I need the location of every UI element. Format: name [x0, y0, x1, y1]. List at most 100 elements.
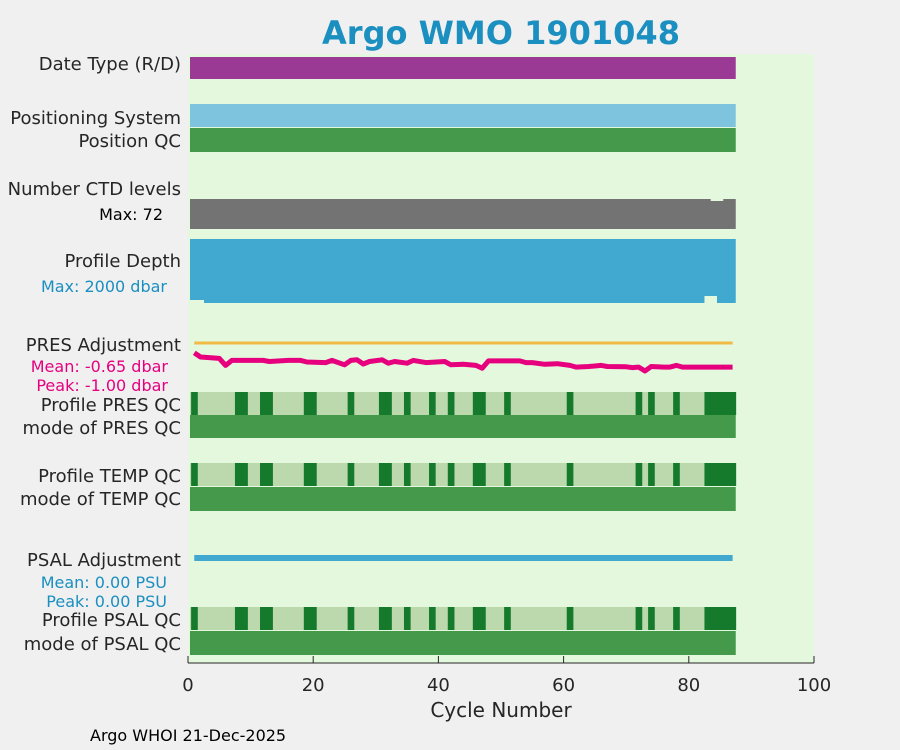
profile-temp-qc-cycle-84 [710, 463, 718, 486]
profile-temp-qc-cycle-12 [259, 463, 267, 486]
row-label-profile-depth: Profile Depth [64, 251, 181, 272]
profile-temp-qc-cycle-31 [378, 463, 386, 486]
x-tick-label-60: 60 [552, 675, 575, 696]
profile-psal-qc-cycle-47 [479, 607, 486, 630]
profile-psal-qc-strip [190, 607, 736, 630]
profile-pres-qc-cycle-46 [472, 392, 480, 415]
position-qc-bar [190, 128, 736, 152]
row-label-profile-psal-qc: Profile PSAL QC [42, 610, 181, 631]
profile-pres-qc-cycle-42 [447, 392, 455, 415]
ctd-levels-bar [190, 199, 736, 229]
mode-pres-qc-bar [190, 415, 736, 438]
row-label-profile-temp-qc: Profile TEMP QC [38, 466, 181, 487]
profile-psal-qc-cycle-9 [241, 607, 248, 630]
row-label-position-qc: Position QC [78, 131, 181, 152]
profile-psal-qc-cycle-32 [385, 607, 392, 630]
depth-max-label: Max: 2000 dbar [41, 277, 167, 296]
x-tick-label-100: 100 [797, 675, 831, 696]
row-label-positioning-system: Positioning System [10, 108, 181, 129]
profile-pres-qc-cycle-83 [704, 392, 712, 415]
profile-temp-qc-cycle-9 [241, 463, 248, 486]
profile-pres-qc-cycle-61 [566, 392, 574, 415]
profile-temp-qc-cycle-72 [635, 463, 643, 486]
x-axis-label: Cycle Number [430, 698, 572, 722]
profile-temp-qc-cycle-19 [303, 463, 311, 486]
profile-psal-qc-cycle-12 [259, 607, 267, 630]
ctd-max-label: Max: 72 [99, 205, 163, 224]
profile-depth-notch [704, 296, 717, 303]
row-label-mode-pres-qc: mode of PRES QC [23, 418, 181, 439]
profile-pres-qc-cycle-86 [723, 392, 730, 415]
date-type-bar [190, 57, 736, 79]
row-label-psal-adjustment: PSAL Adjustment [27, 550, 181, 571]
profile-psal-qc-cycle-39 [429, 607, 436, 630]
profile-pres-qc-cycle-32 [385, 392, 392, 415]
profile-pres-qc-cycle-39 [429, 392, 436, 415]
mode-psal-qc-bar [190, 631, 736, 655]
x-tick-label-20: 20 [302, 675, 325, 696]
x-tick-label-0: 0 [182, 675, 193, 696]
profile-psal-qc-cycle-85 [716, 607, 724, 630]
profile-pres-qc-cycle-19 [303, 392, 311, 415]
positioning-system-bar [190, 104, 736, 127]
profile-pres-qc-cycle-84 [710, 392, 718, 415]
profile-psal-qc-cycle-74 [648, 607, 655, 630]
profile-temp-qc-cycle-13 [266, 463, 273, 486]
profile-temp-qc-cycle-1 [191, 463, 198, 486]
profile-pres-qc-cycle-12 [259, 392, 267, 415]
profile-psal-qc-cycle-35 [403, 607, 411, 630]
profile-psal-qc-cycle-1 [191, 607, 198, 630]
psal-peak-label: Peak: 0.00 PSU [46, 592, 167, 611]
x-tick-label-80: 80 [677, 675, 700, 696]
profile-psal-qc-cycle-13 [266, 607, 273, 630]
x-axis: 0 20 40 60 80 100 [182, 656, 831, 696]
mode-temp-qc-bar [190, 487, 736, 511]
profile-temp-qc-cycle-46 [472, 463, 480, 486]
profile-depth-notch-start [190, 300, 204, 303]
profile-pres-qc-cycle-20 [310, 392, 317, 415]
row-label-mode-temp-qc: mode of TEMP QC [20, 489, 181, 510]
profile-pres-qc-cycle-1 [191, 392, 198, 415]
profile-psal-qc-cycle-87 [729, 607, 737, 630]
profile-psal-qc-cycle-19 [303, 607, 311, 630]
pres-mean-label: Mean: -0.65 dbar [31, 357, 169, 376]
profile-temp-qc-cycle-20 [310, 463, 317, 486]
profile-temp-qc-cycle-26 [347, 463, 355, 486]
x-tick-label-40: 40 [427, 675, 450, 696]
profile-temp-qc-cycle-35 [403, 463, 411, 486]
pres-peak-label: Peak: -1.00 dbar [36, 376, 168, 395]
profile-psal-qc-cycle-83 [704, 607, 712, 630]
profile-pres-qc-strip [190, 392, 736, 415]
profile-temp-qc-cycle-51 [504, 463, 511, 486]
profile-temp-qc-cycle-47 [479, 463, 486, 486]
profile-temp-qc-cycle-86 [723, 463, 730, 486]
profile-temp-qc-cycle-78 [673, 463, 680, 486]
profile-temp-qc-cycle-74 [648, 463, 655, 486]
profile-psal-qc-cycle-26 [347, 607, 355, 630]
profile-temp-qc-cycle-87 [729, 463, 737, 486]
profile-psal-qc-cycle-42 [447, 607, 455, 630]
profile-pres-qc-cycle-72 [635, 392, 643, 415]
profile-pres-qc-cycle-87 [729, 392, 737, 415]
profile-psal-qc-cycle-84 [710, 607, 718, 630]
row-label-date-type: Date Type (R/D) [39, 54, 181, 75]
profile-pres-qc-cycle-13 [266, 392, 273, 415]
profile-temp-qc-cycle-85 [716, 463, 724, 486]
profile-temp-qc-cycle-61 [566, 463, 574, 486]
profile-psal-qc-cycle-8 [234, 607, 242, 630]
profile-temp-qc-cycle-83 [704, 463, 712, 486]
psal-mean-label: Mean: 0.00 PSU [41, 573, 167, 592]
profile-pres-qc-cycle-35 [403, 392, 411, 415]
pres-adjustment-series [192, 350, 733, 374]
profile-temp-qc-cycle-8 [234, 463, 242, 486]
profile-pres-qc-cycle-9 [241, 392, 248, 415]
profile-psal-qc-cycle-31 [378, 607, 386, 630]
profile-psal-qc-cycle-20 [310, 607, 317, 630]
profile-temp-qc-cycle-39 [429, 463, 436, 486]
row-label-pres-adjustment: PRES Adjustment [26, 335, 181, 356]
profile-psal-qc-cycle-72 [635, 607, 643, 630]
profile-pres-qc-cycle-85 [716, 392, 724, 415]
profile-psal-qc-cycle-78 [673, 607, 680, 630]
profile-pres-qc-cycle-51 [504, 392, 511, 415]
